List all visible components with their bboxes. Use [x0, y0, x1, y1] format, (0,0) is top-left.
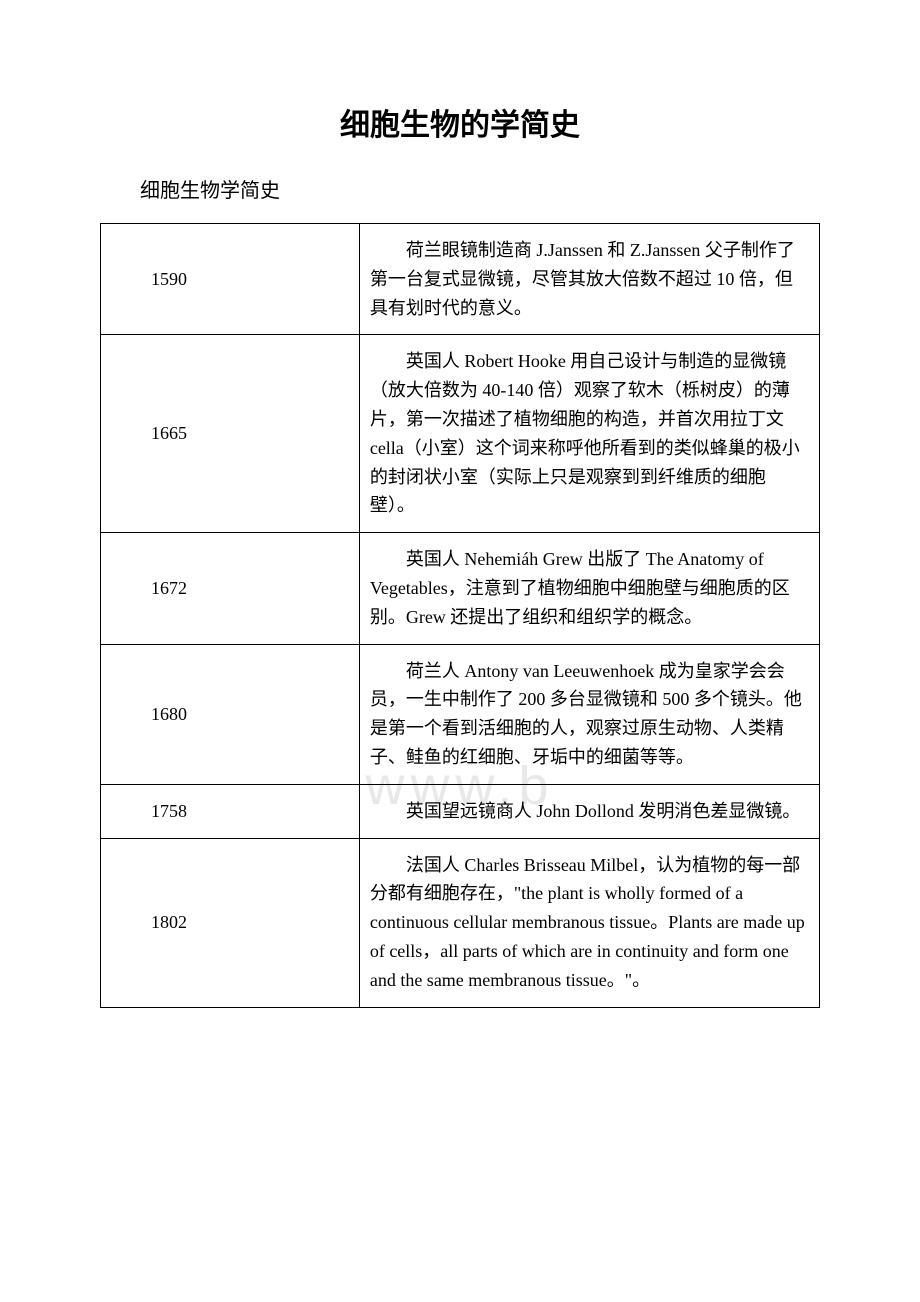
table-row: 1672 英国人 Nehemiáh Grew 出版了 The Anatomy o… — [101, 533, 820, 644]
table-row: 1590 荷兰眼镜制造商 J.Janssen 和 Z.Janssen 父子制作了… — [101, 224, 820, 335]
year-cell: 1590 — [101, 224, 360, 335]
page-title: 细胞生物的学简史 — [100, 100, 820, 144]
history-table: 1590 荷兰眼镜制造商 J.Janssen 和 Z.Janssen 父子制作了… — [100, 223, 820, 1008]
table-row: 1665 英国人 Robert Hooke 用自己设计与制造的显微镜（放大倍数为… — [101, 335, 820, 533]
year-cell: 1758 — [101, 784, 360, 838]
description-cell: 荷兰人 Antony van Leeuwenhoek 成为皇家学会会员，一生中制… — [359, 644, 819, 784]
description-cell: 英国人 Nehemiáh Grew 出版了 The Anatomy of Veg… — [359, 533, 819, 644]
description-cell: 荷兰眼镜制造商 J.Janssen 和 Z.Janssen 父子制作了第一台复式… — [359, 224, 819, 335]
page-subtitle: 细胞生物学简史 — [100, 174, 820, 203]
description-cell: 法国人 Charles Brisseau Milbel，认为植物的每一部分都有细… — [359, 838, 819, 1007]
year-cell: 1802 — [101, 838, 360, 1007]
description-cell: 英国望远镜商人 John Dollond 发明消色差显微镜。 — [359, 784, 819, 838]
table-row: 1802 法国人 Charles Brisseau Milbel，认为植物的每一… — [101, 838, 820, 1007]
year-cell: 1680 — [101, 644, 360, 784]
table-row: 1680 荷兰人 Antony van Leeuwenhoek 成为皇家学会会员… — [101, 644, 820, 784]
table-row: 1758 英国望远镜商人 John Dollond 发明消色差显微镜。 — [101, 784, 820, 838]
year-cell: 1665 — [101, 335, 360, 533]
year-cell: 1672 — [101, 533, 360, 644]
description-cell: 英国人 Robert Hooke 用自己设计与制造的显微镜（放大倍数为 40-1… — [359, 335, 819, 533]
